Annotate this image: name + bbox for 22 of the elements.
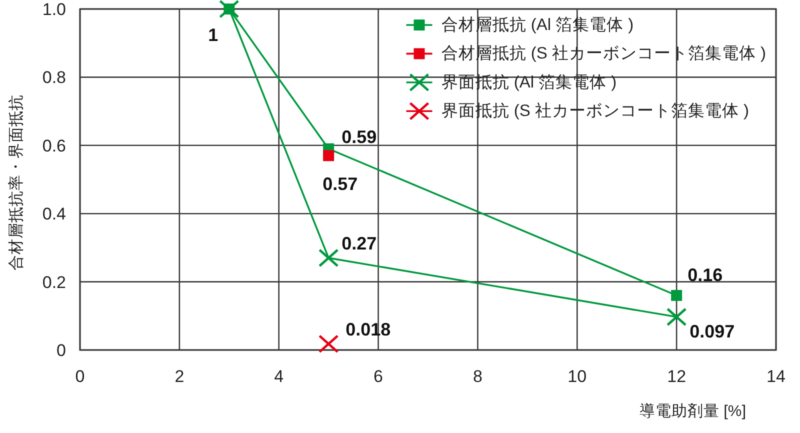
y-axis-title: 合材層抵抗率・界面抵抗 [6, 94, 24, 270]
y-tick-label: 0.2 [42, 272, 66, 292]
y-tick-label: 0.8 [42, 68, 66, 87]
y-tick-label: 0 [56, 340, 66, 360]
y-tick-label: 0.4 [42, 204, 66, 224]
data-label: 1 [208, 25, 218, 45]
x-tick-label: 4 [274, 367, 284, 386]
x-tick-label: 10 [568, 367, 587, 386]
data-label: 0.57 [322, 174, 358, 194]
x-tick-label: 8 [472, 367, 482, 386]
x-tick-label: 14 [766, 367, 786, 386]
x-axis-title: 導電助剤量 [%] [639, 402, 746, 420]
y-tick-label: 0.6 [42, 136, 66, 155]
y-tick-label: 1.0 [42, 0, 66, 18]
data-label: 0.27 [342, 233, 377, 254]
x-tick-label: 2 [174, 367, 184, 386]
x-tick-label: 0 [75, 367, 85, 386]
data-label: 0.16 [688, 264, 723, 285]
data-label: 0.59 [342, 126, 377, 147]
data-label: 0.097 [690, 321, 735, 342]
x-tick-label: 6 [374, 367, 384, 386]
x-tick-label: 12 [667, 367, 686, 386]
